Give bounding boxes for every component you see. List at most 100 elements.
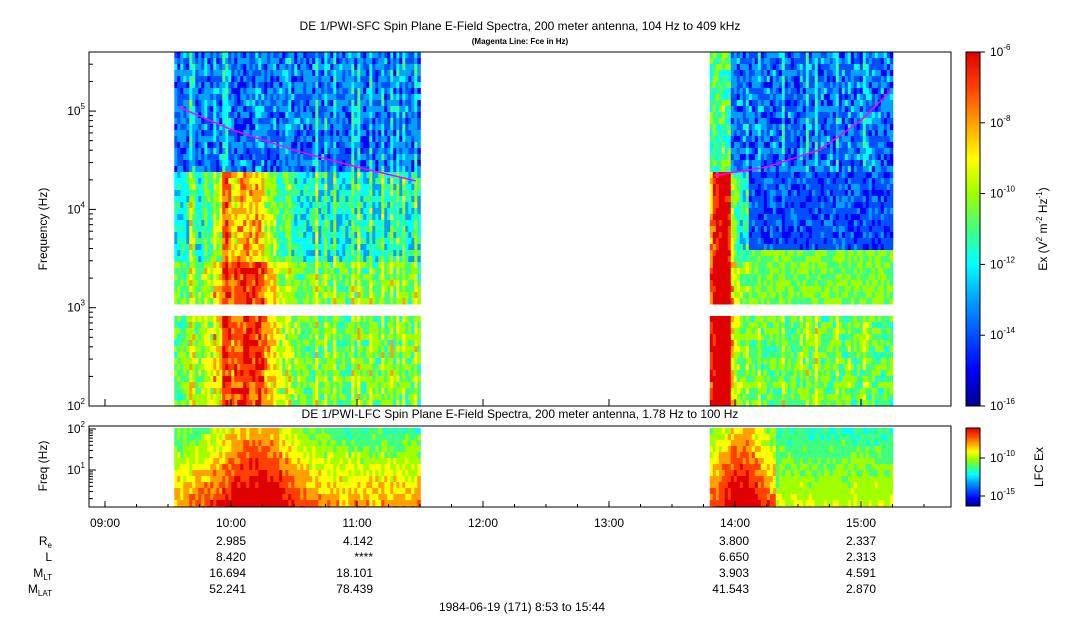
spectrogram-cell xyxy=(324,130,328,137)
spectrogram-cell xyxy=(183,292,187,299)
spectrogram-cell xyxy=(264,52,268,59)
spectrogram-cell xyxy=(324,280,328,287)
spectrogram-cell xyxy=(324,262,328,269)
spectrogram-cell xyxy=(318,166,322,173)
spectrogram-cell xyxy=(273,130,277,137)
spectrogram-cell xyxy=(405,382,409,389)
spectrogram-cell xyxy=(375,118,379,125)
spectrogram-cell xyxy=(390,154,394,161)
spectrogram-cell xyxy=(342,154,346,161)
spectrogram-cell xyxy=(228,178,232,185)
spectrogram-cell xyxy=(231,244,235,251)
spectrogram-cell xyxy=(306,142,310,149)
spectrogram-cell xyxy=(375,250,379,257)
spectrogram-cell xyxy=(351,208,355,215)
spectrogram-cell xyxy=(228,340,232,347)
spectrogram-cell xyxy=(378,250,382,257)
spectrogram-cell xyxy=(297,100,301,107)
spectrogram-cell xyxy=(339,70,343,77)
spectrogram-cell xyxy=(189,112,193,119)
spectrogram-cell xyxy=(330,262,334,269)
spectrogram-cell xyxy=(204,76,208,83)
spectrogram-cell xyxy=(264,70,268,77)
spectrogram-cell xyxy=(372,340,376,347)
spectrogram-cell xyxy=(252,232,256,239)
spectrogram-cell xyxy=(330,382,334,389)
spectrogram-cell xyxy=(198,112,202,119)
spectrogram-cell xyxy=(411,136,415,143)
spectrogram-cell xyxy=(330,190,334,197)
spectrogram-cell xyxy=(240,262,244,269)
spectrogram-cell xyxy=(315,82,319,89)
spectrogram-cell xyxy=(715,130,720,137)
spectrogram-cell xyxy=(312,202,316,209)
spectrogram-cell xyxy=(306,298,310,305)
spectrogram-cell xyxy=(375,154,379,161)
spectrogram-cell xyxy=(402,124,406,131)
spectrogram-cell xyxy=(354,322,358,329)
spectrogram-cell xyxy=(408,172,412,179)
spectrogram-cell xyxy=(189,388,193,395)
spectrogram-cell xyxy=(318,76,322,83)
spectrogram-cell xyxy=(246,184,250,191)
spectrogram-cell xyxy=(234,184,238,191)
spectrogram-cell xyxy=(288,394,292,401)
spectrogram-cell xyxy=(393,340,397,347)
spectrogram-cell xyxy=(348,196,352,203)
spectrogram-cell xyxy=(387,130,391,137)
spectrogram-cell xyxy=(267,64,271,71)
spectrogram-cell xyxy=(243,250,247,257)
spectrogram-cell xyxy=(252,142,256,149)
spectrogram-cell xyxy=(330,94,334,101)
spectrogram-cell xyxy=(408,382,412,389)
spectrogram-cell xyxy=(201,346,205,353)
spectrogram-cell xyxy=(303,190,307,197)
spectrogram-cell xyxy=(237,136,241,143)
spectrogram-cell xyxy=(177,358,181,365)
spectrogram-cell xyxy=(255,184,259,191)
spectrogram-cell xyxy=(186,172,190,179)
spectrogram-cell xyxy=(417,220,421,227)
spectrogram-cell xyxy=(261,124,265,131)
spectrogram-cell xyxy=(387,58,391,65)
spectrogram-cell xyxy=(321,316,325,323)
spectrogram-cell xyxy=(306,364,310,371)
spectrogram-cell xyxy=(333,340,337,347)
spectrogram-cell xyxy=(348,268,352,275)
spectrogram-cell xyxy=(363,400,367,406)
spectrogram-cell xyxy=(348,52,352,59)
spectrogram-cell xyxy=(709,64,714,71)
spectrogram-cell xyxy=(360,178,364,185)
spectrogram-cell xyxy=(195,340,199,347)
spectrogram-cell xyxy=(312,112,316,119)
spectrogram-cell xyxy=(724,70,729,77)
spectrogram-cell xyxy=(709,58,714,65)
spectrogram-cell xyxy=(177,148,181,155)
spectrogram-cell xyxy=(261,220,265,227)
spectrogram-cell xyxy=(219,184,223,191)
spectrogram-cell xyxy=(399,70,403,77)
spectrogram-cell xyxy=(231,184,235,191)
spectrogram-cell xyxy=(228,70,232,77)
spectrogram-cell xyxy=(216,154,220,161)
spectrogram-cell xyxy=(414,58,418,65)
spectrogram-cell xyxy=(384,388,388,395)
spectrogram-cell xyxy=(345,298,349,305)
spectrogram-cell xyxy=(234,106,238,113)
spectrogram-cell xyxy=(363,220,367,227)
spectrogram-cell xyxy=(183,364,187,371)
spectrogram-cell xyxy=(709,322,714,329)
spectrogram-cell xyxy=(336,346,340,353)
spectrogram-cell xyxy=(390,388,394,395)
spectrogram-cell xyxy=(375,220,379,227)
spectrogram-cell xyxy=(378,298,382,305)
spectrogram-cell xyxy=(360,250,364,257)
spectrogram-cell xyxy=(222,382,226,389)
spectrogram-cell xyxy=(207,340,211,347)
spectrogram-cell xyxy=(189,118,193,125)
spectrogram-cell xyxy=(345,238,349,245)
spectrogram-cell xyxy=(712,262,717,269)
spectrogram-cell xyxy=(204,370,208,377)
spectrogram-cell xyxy=(234,268,238,275)
spectrogram-cell xyxy=(273,52,277,59)
